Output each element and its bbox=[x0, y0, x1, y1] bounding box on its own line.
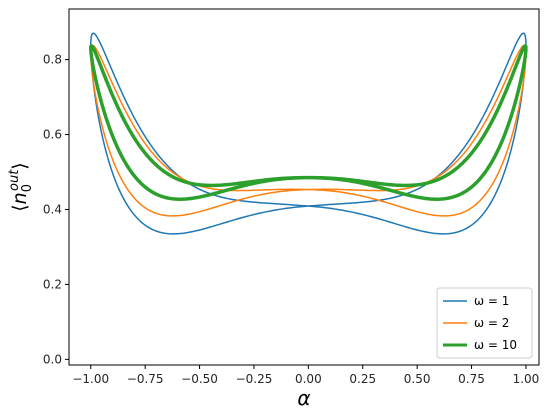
y-tick-label: 0.4 bbox=[43, 202, 62, 216]
legend-label-omega-2: ω = 2 bbox=[474, 316, 509, 330]
legend: ω = 1 ω = 2 ω = 10 bbox=[436, 287, 533, 359]
y-axis: 0.0 0.2 0.4 0.6 0.8 bbox=[43, 53, 69, 366]
series-layer bbox=[89, 32, 528, 235]
x-axis: −1.00 −0.75 −0.50 −0.25 0.00 0.25 0.50 0.75 1.00 bbox=[72, 365, 539, 386]
x-tick-label: −0.25 bbox=[236, 372, 273, 386]
y-label-base: n bbox=[9, 192, 31, 204]
y-axis-label: ⟨n0out⟩ bbox=[7, 162, 35, 211]
x-tick-label: 0.50 bbox=[404, 372, 431, 386]
plot-frame bbox=[68, 8, 540, 366]
y-tick-label: 0.0 bbox=[43, 352, 62, 366]
y-label-subscript: 0 bbox=[20, 184, 35, 192]
x-tick-label: −1.00 bbox=[72, 372, 109, 386]
y-tick-label: 0.8 bbox=[43, 53, 62, 67]
y-tick-label: 0.2 bbox=[43, 277, 62, 291]
x-tick-label: 1.00 bbox=[513, 372, 540, 386]
legend-label-omega-10: ω = 10 bbox=[474, 338, 517, 352]
svg-text:⟨n0out⟩: ⟨n0out⟩ bbox=[7, 162, 35, 211]
y-label-open-bracket: ⟨ bbox=[9, 204, 31, 211]
y-label-close-bracket: ⟩ bbox=[9, 162, 31, 169]
x-tick-label: 0.75 bbox=[458, 372, 485, 386]
legend-label-omega-1: ω = 1 bbox=[474, 294, 509, 308]
x-tick-label: 0.25 bbox=[349, 372, 376, 386]
x-tick-label: −0.50 bbox=[181, 372, 218, 386]
series-line-omega-10 bbox=[89, 44, 528, 201]
x-tick-label: 0.00 bbox=[295, 372, 322, 386]
x-tick-label: −0.75 bbox=[127, 372, 164, 386]
legend-box bbox=[436, 287, 533, 359]
x-axis-label: α bbox=[297, 386, 310, 410]
y-label-superscript: out bbox=[7, 169, 22, 191]
y-tick-label: 0.6 bbox=[43, 128, 62, 142]
